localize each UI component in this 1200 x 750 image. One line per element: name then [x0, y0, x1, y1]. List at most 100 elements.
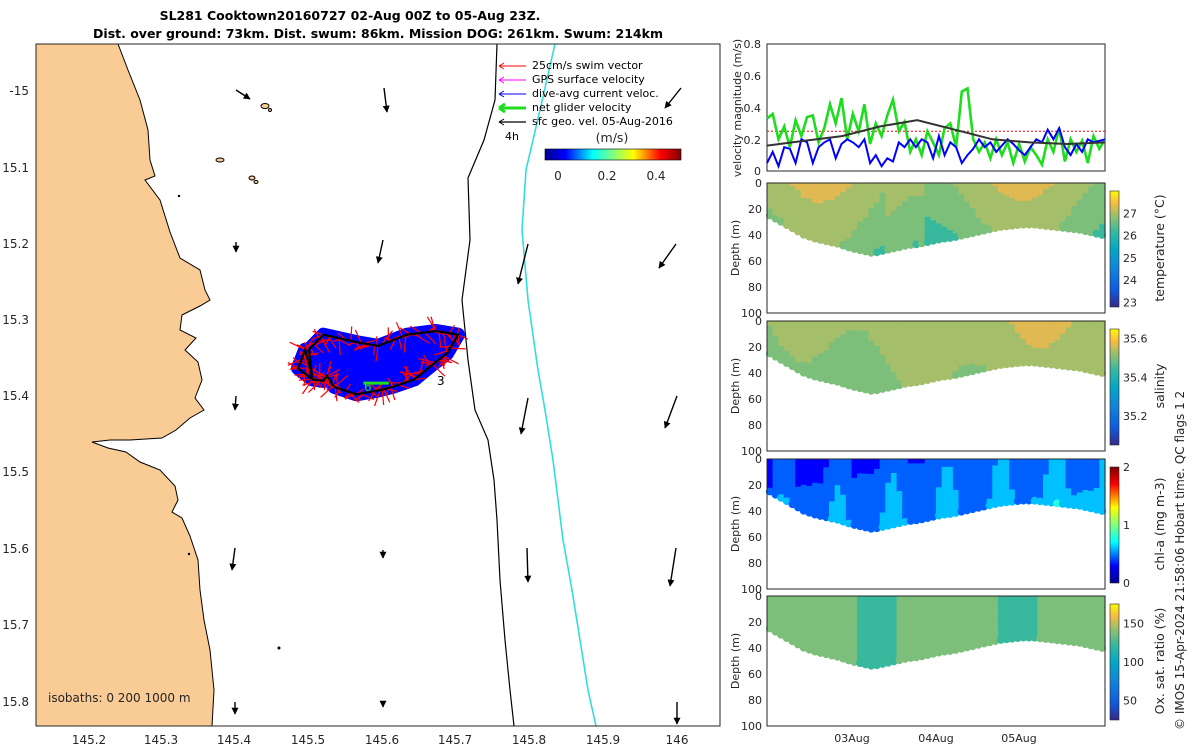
chla-cell	[1082, 462, 1089, 467]
chla-cell	[829, 493, 836, 498]
chla-cell	[941, 459, 948, 464]
chla-cell	[1043, 480, 1050, 485]
temperature-cell	[879, 217, 886, 223]
salinity-cell	[930, 321, 937, 326]
temperature-cell	[969, 186, 976, 191]
oxygen-cell	[778, 601, 785, 605]
chla-cell	[772, 481, 779, 485]
oxygen-y-tick: 80	[748, 694, 762, 707]
salinity-cell	[857, 378, 864, 384]
temperature-cell	[851, 239, 858, 245]
chla-cell	[913, 485, 920, 491]
chla-cell	[789, 488, 796, 492]
temperature-cell	[958, 228, 965, 233]
map-x-tick: 145.5	[291, 733, 325, 747]
temperature-cell	[767, 206, 774, 210]
temperature-cell	[907, 222, 914, 228]
salinity-cell	[772, 328, 779, 332]
oxygen-cell	[924, 621, 931, 627]
salinity-cell	[930, 333, 937, 339]
salinity-cell	[936, 361, 943, 366]
oxygen-cell	[1093, 606, 1100, 612]
chla-cell	[930, 475, 937, 481]
chla-cell	[998, 484, 1005, 488]
oxygen-cell	[998, 621, 1005, 625]
temperature-cell	[868, 222, 875, 229]
temperature-cell	[902, 227, 909, 233]
oxygen-cell	[952, 642, 960, 647]
salinity-cell	[1020, 324, 1027, 328]
chla-cell	[992, 471, 999, 476]
chla-cell	[992, 497, 999, 502]
salinity-colorbar-label: salinity	[1152, 363, 1167, 408]
salinity-cell	[851, 325, 858, 331]
temperature-cell	[1093, 208, 1100, 213]
salinity-cell	[795, 352, 802, 357]
salinity-cell	[806, 324, 813, 330]
chla-cell	[879, 488, 886, 494]
temperature-cell	[952, 206, 960, 211]
oxygen-cell	[1099, 622, 1106, 627]
chla-cell	[952, 459, 960, 464]
chla-cell	[941, 506, 948, 512]
temperature-cell	[840, 205, 847, 211]
temperature-cell	[952, 225, 960, 230]
temperature-colorbar-tick: 23	[1123, 297, 1137, 310]
salinity-cell	[806, 359, 813, 364]
temperature-cell	[795, 183, 802, 188]
oxygen-cell	[800, 607, 807, 612]
temperature-cell	[890, 239, 898, 245]
salinity-cell	[981, 338, 988, 342]
temperature-cell	[964, 186, 971, 191]
temperature-cell	[1037, 192, 1044, 196]
temperature-cell	[1065, 215, 1072, 220]
chla-cell	[829, 501, 836, 507]
oxygen-cell	[969, 610, 976, 615]
oxygen-cell	[981, 636, 988, 641]
chla-cell	[772, 459, 779, 463]
temperature-cell	[1076, 203, 1083, 207]
salinity-cell	[1093, 321, 1100, 326]
salinity-cell	[896, 366, 903, 373]
salinity-cell	[952, 355, 960, 361]
temperature-cell	[1014, 195, 1022, 199]
salinity-cell	[1043, 354, 1050, 359]
temperature-cell	[851, 234, 858, 241]
chla-cell	[919, 471, 926, 477]
temperature-cell	[941, 218, 948, 224]
oxygen-cell	[998, 614, 1005, 619]
oxygen-cell	[1009, 620, 1016, 625]
temperature-cell	[902, 187, 909, 193]
oxygen-cell	[885, 605, 892, 611]
oxygen-cell	[829, 608, 836, 614]
oxygen-cell	[1026, 599, 1033, 603]
temperature-cell	[812, 183, 819, 188]
salinity-cell	[823, 350, 830, 355]
oxygen-cell	[789, 615, 796, 620]
chla-cell	[1088, 476, 1095, 481]
oxygen-bottom-sample	[1002, 635, 1011, 644]
oxygen-cell	[1020, 631, 1027, 636]
chla-cell	[1099, 503, 1106, 508]
temperature-cell	[1014, 207, 1022, 211]
salinity-cell	[1020, 321, 1027, 325]
oxygen-cell	[907, 609, 914, 615]
temperature-cell	[1037, 210, 1044, 214]
temperature-cell	[806, 217, 813, 222]
oxygen-cell	[1059, 628, 1067, 632]
oxygen-cell	[845, 600, 853, 606]
oxygen-cell	[919, 630, 926, 636]
oxygen-cell	[998, 630, 1005, 635]
salinity-cell	[817, 321, 824, 326]
temperature-cell	[857, 231, 864, 237]
temperature-cell	[981, 220, 988, 225]
oxygen-cell	[1009, 602, 1016, 606]
oxygen-cell	[817, 628, 824, 634]
chla-cell	[936, 503, 943, 508]
salinity-cell	[800, 354, 807, 359]
chla-cell	[1093, 459, 1100, 464]
oxygen-cell	[958, 607, 965, 612]
swim-vector	[450, 347, 466, 350]
temperature-cell	[772, 185, 779, 189]
temperature-cell	[924, 233, 931, 239]
